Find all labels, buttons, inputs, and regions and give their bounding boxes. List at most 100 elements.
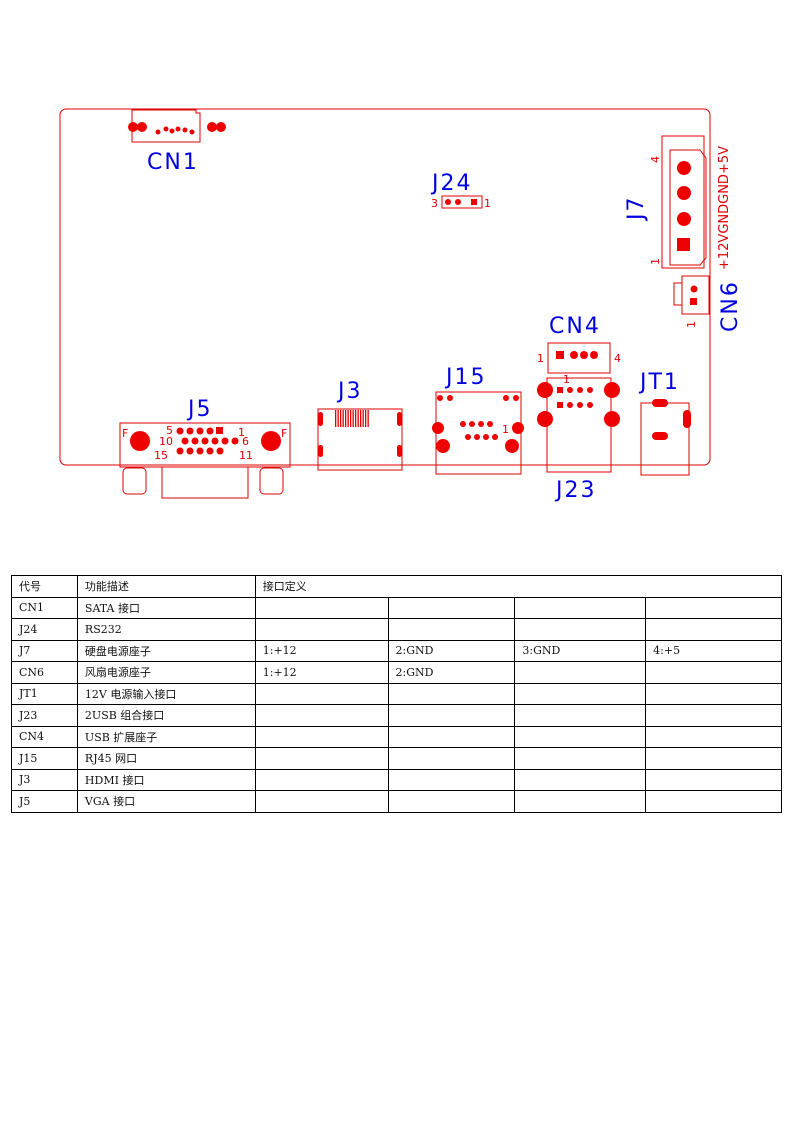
- j7-signal-labels: +12VGNDGND+5V: [717, 146, 732, 270]
- cell-pin: [645, 790, 782, 813]
- j7-label: J7: [624, 196, 649, 223]
- cell-desc: 2USB 组合接口: [76, 704, 256, 727]
- cell-code: J23: [11, 704, 78, 727]
- table-row: CN4 USB 扩展座子: [11, 725, 782, 748]
- cn4-connector: [547, 342, 611, 374]
- cell-desc: RJ45 网口: [76, 747, 256, 770]
- board-outline: [59, 108, 711, 466]
- cn6-connector: [673, 275, 710, 315]
- interface-table: 代号 功能描述 接口定义 CN1 SATA 接口 J24 RS232 J7 硬盘电源座子 1…: [11, 575, 783, 813]
- cell-pin: [514, 747, 647, 770]
- cn1-connector: [128, 109, 226, 143]
- j24-connector: [441, 195, 483, 209]
- cn6-label: CN6: [718, 280, 743, 332]
- pcb-layout-diagram: CN1 J24 3 1 J7 4 1 +12VGNDGND+5V CN6 1 C…: [59, 108, 743, 503]
- j7-pin4-label: 4: [649, 156, 662, 163]
- table-row: CN1 SATA 接口: [11, 596, 782, 619]
- cn6-pin1-label: 1: [685, 321, 698, 328]
- cell-pin: [645, 747, 782, 770]
- j23-label: J23: [554, 478, 596, 503]
- table-header-row: 代号 功能描述 接口定义: [11, 575, 783, 598]
- j5-pin5-label: 5: [166, 424, 173, 437]
- cell-desc: RS232: [76, 618, 256, 641]
- header-code: 代号: [11, 575, 78, 598]
- table-row: J3 HDMI 接口: [11, 768, 782, 791]
- cell-pin: 2:GND: [387, 639, 516, 662]
- cell-pin: [514, 768, 647, 791]
- j7-pin1-label: 1: [649, 258, 662, 265]
- table-row: J24 RS232: [11, 618, 782, 641]
- cell-pin: [645, 725, 782, 748]
- cell-pin: [254, 747, 389, 770]
- cell-pin: [514, 704, 647, 727]
- cell-pin: [514, 725, 647, 748]
- cell-pin: [514, 596, 647, 619]
- cell-pin: [645, 596, 782, 619]
- cn1-label: CN1: [147, 150, 199, 175]
- cell-pin: [645, 768, 782, 791]
- cell-pin: [387, 704, 516, 727]
- jt1-connector: [640, 399, 691, 476]
- header-pins: 接口定义: [254, 575, 783, 598]
- j5-pin6-label: 6: [242, 435, 249, 448]
- cell-pin: [514, 661, 647, 684]
- cell-desc: SATA 接口: [76, 596, 256, 619]
- cell-pin: 1:+12: [254, 661, 389, 684]
- cell-code: J3: [11, 768, 78, 791]
- cell-code: CN1: [11, 596, 78, 619]
- j7-connector: [661, 135, 707, 269]
- cell-desc: USB 扩展座子: [76, 725, 256, 748]
- cell-code: CN4: [11, 725, 78, 748]
- cn4-label: CN4: [549, 314, 601, 339]
- cell-pin: [254, 618, 389, 641]
- cell-desc: VGA 接口: [76, 790, 256, 813]
- j24-pin1-label: 1: [484, 197, 491, 210]
- j5-f-left-label: F: [122, 427, 128, 440]
- cell-code: CN6: [11, 661, 78, 684]
- cell-desc: 12V 电源输入接口: [76, 682, 256, 705]
- cell-pin: [387, 747, 516, 770]
- j24-pin3-label: 3: [431, 197, 438, 210]
- j23-connector: [537, 377, 620, 473]
- cell-desc: HDMI 接口: [76, 768, 256, 791]
- j3-label: J3: [336, 379, 363, 404]
- cell-desc: 风扇电源座子: [76, 661, 256, 684]
- cell-code: J24: [11, 618, 78, 641]
- table-row: J5 VGA 接口: [11, 790, 782, 813]
- cell-pin: [645, 618, 782, 641]
- cell-pin: [645, 704, 782, 727]
- j5-label: J5: [186, 397, 213, 422]
- j24-label: J24: [430, 171, 472, 196]
- j5-f-right-label: F: [281, 427, 287, 440]
- cell-code: JT1: [11, 682, 78, 705]
- cell-pin: 4:+5: [645, 639, 782, 662]
- cn4-pin4-label: 4: [614, 352, 621, 365]
- table-row: JT1 12V 电源输入接口: [11, 682, 782, 705]
- cell-desc: 硬盘电源座子: [76, 639, 256, 662]
- j5-pin10-label: 10: [159, 435, 173, 448]
- cell-code: J15: [11, 747, 78, 770]
- cell-pin: [254, 790, 389, 813]
- j15-connector: [432, 391, 524, 475]
- cell-code: J7: [11, 639, 78, 662]
- cell-pin: [387, 682, 516, 705]
- cell-pin: [387, 618, 516, 641]
- cell-pin: [387, 596, 516, 619]
- cell-pin: 1:+12: [254, 639, 389, 662]
- cn4-pin1-label: 1: [537, 352, 544, 365]
- cell-pin: [387, 725, 516, 748]
- jt1-label: JT1: [638, 370, 680, 395]
- j23-pin1-label: 1: [563, 373, 570, 386]
- cell-pin: [254, 725, 389, 748]
- cell-pin: [254, 768, 389, 791]
- j5-connector: [119, 422, 291, 499]
- j5-pin15-label: 15: [154, 449, 168, 462]
- cell-code: J5: [11, 790, 78, 813]
- table-row: CN6 风扇电源座子 1:+12 2:GND: [11, 661, 782, 684]
- j3-connector: [317, 408, 403, 471]
- cell-pin: [254, 596, 389, 619]
- table-row: J7 硬盘电源座子 1:+12 2:GND 3:GND 4:+5: [11, 639, 782, 662]
- cell-pin: [387, 768, 516, 791]
- header-desc: 功能描述: [76, 575, 256, 598]
